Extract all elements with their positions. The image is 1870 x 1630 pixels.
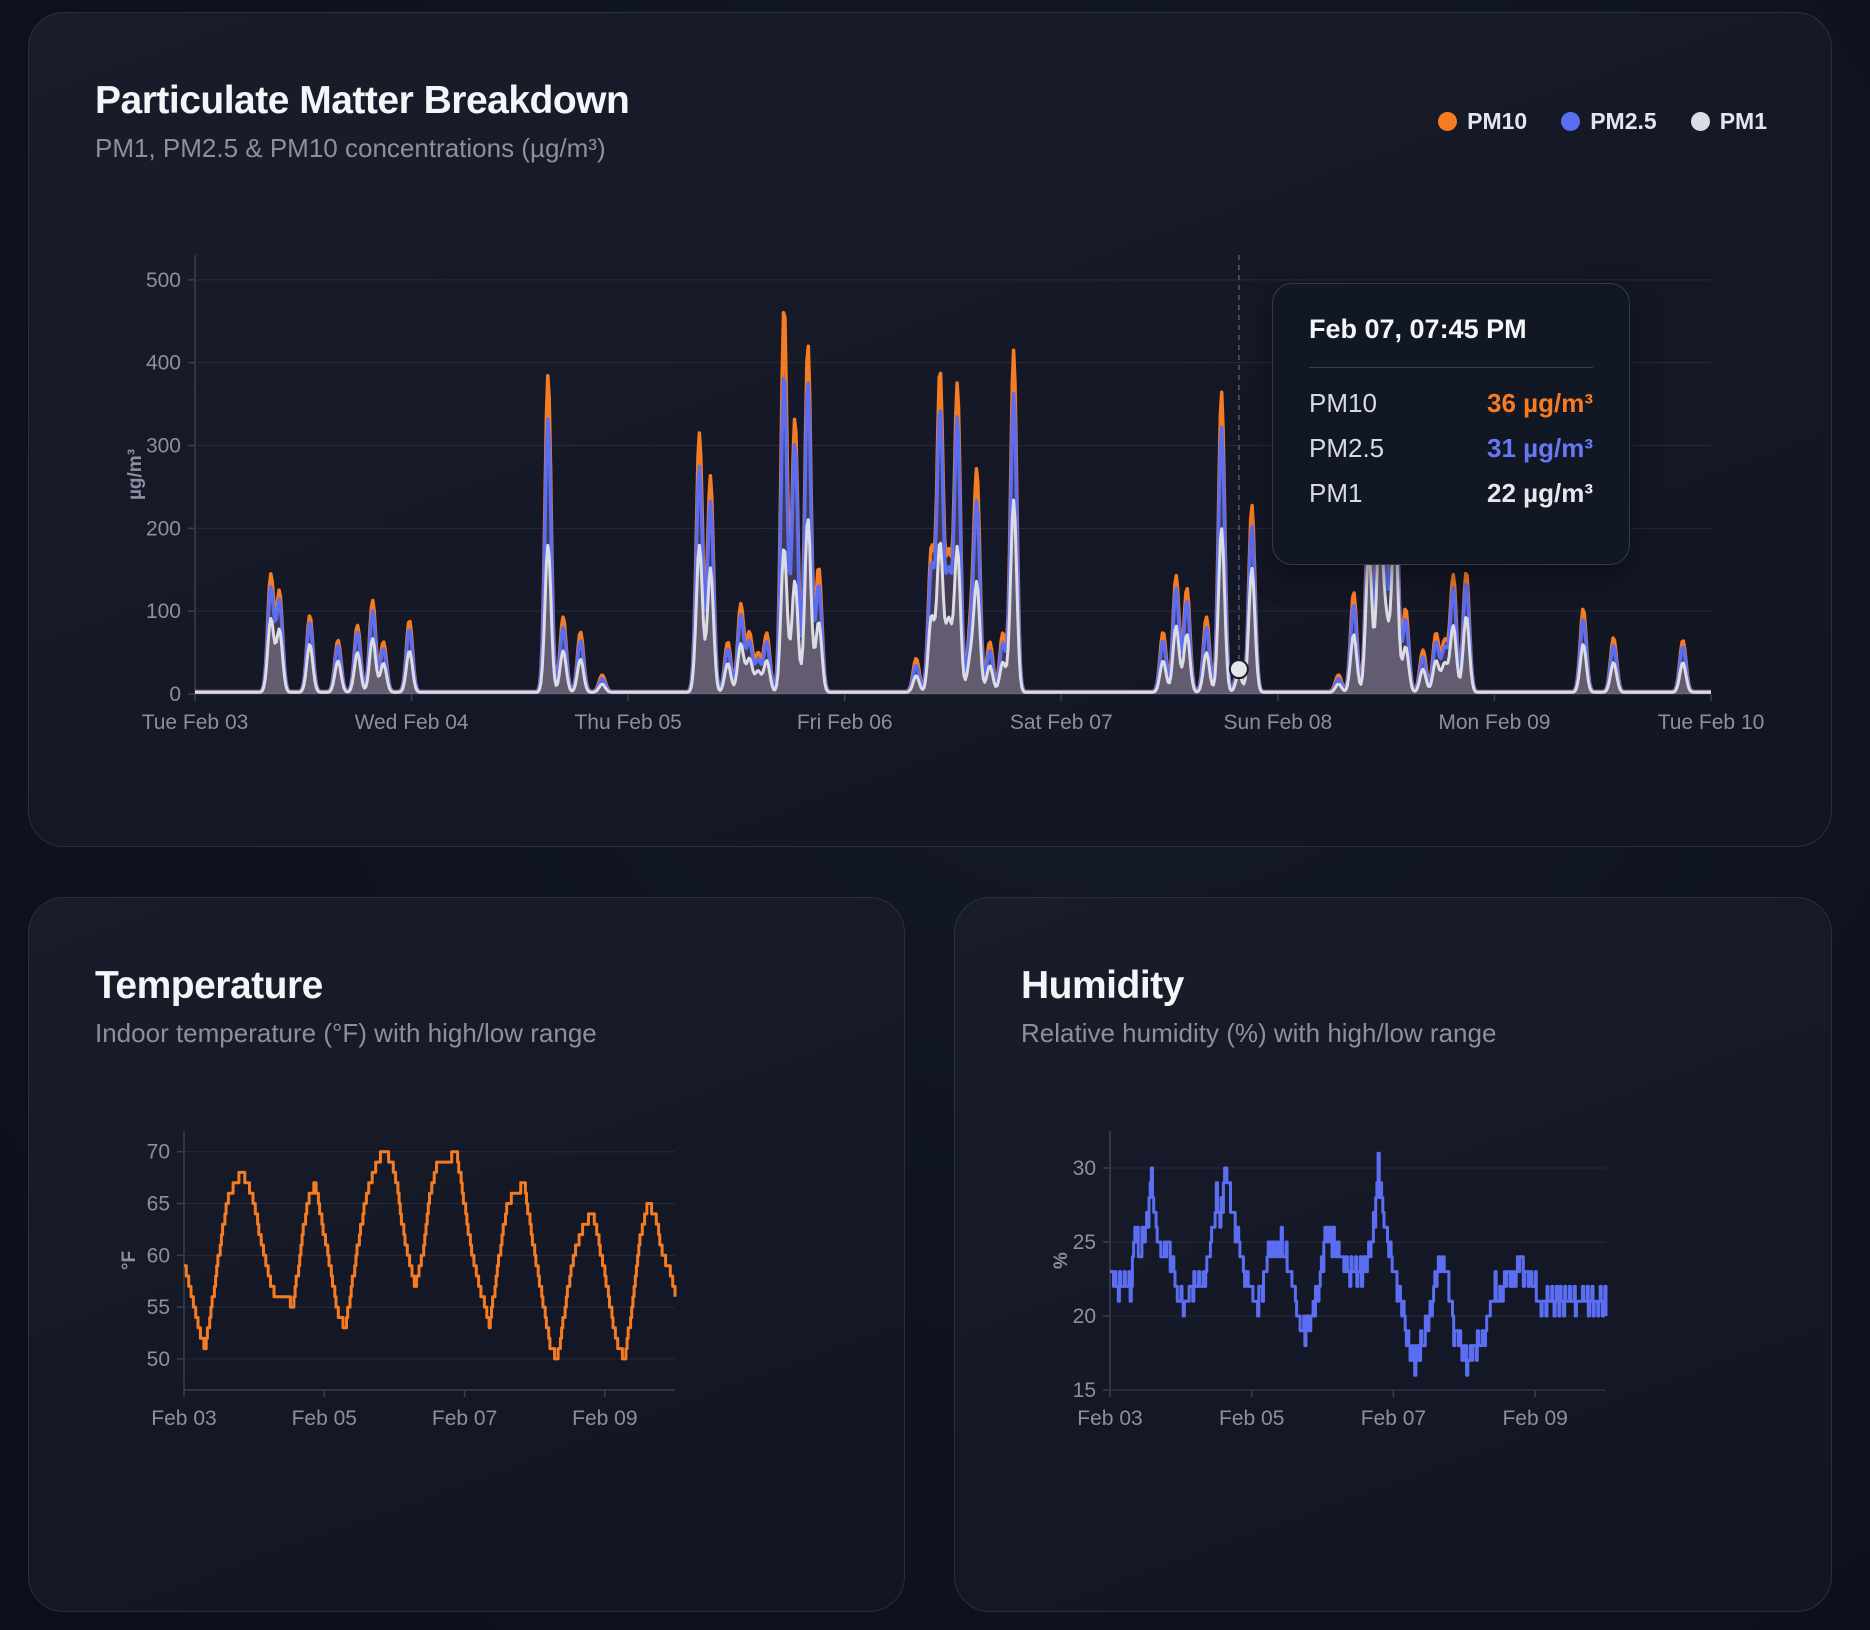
temp-card-title: Temperature: [95, 964, 323, 1007]
pm-tooltip: Feb 07, 07:45 PM PM10 36 µg/m³ PM2.5 31 …: [1272, 283, 1630, 565]
pm-card-title: Particulate Matter Breakdown: [95, 79, 630, 122]
x-tick-label: Tue Feb 03: [142, 711, 249, 734]
tooltip-row-pm1: PM1 22 µg/m³: [1309, 478, 1593, 509]
y-tick-label: 200: [146, 517, 181, 540]
y-tick-label: 30: [1073, 1157, 1096, 1180]
x-tick-label: Sun Feb 08: [1224, 711, 1333, 734]
x-tick-label: Feb 09: [1502, 1407, 1567, 1430]
y-axis-title: µg/m³: [125, 449, 146, 500]
y-tick-label: 65: [147, 1193, 170, 1216]
series-line-humidity: [1109, 1151, 1608, 1377]
legend-label-pm25: PM2.5: [1590, 108, 1657, 134]
y-tick-label: 500: [146, 269, 181, 292]
x-tick-label: Sat Feb 07: [1010, 711, 1113, 734]
series-line-pm1: [194, 498, 1712, 694]
pm1-legend-dot: [1690, 112, 1710, 131]
legend-item-pm10[interactable]: PM10: [1438, 108, 1527, 135]
y-tick-label: 15: [1073, 1379, 1096, 1402]
temp-card-subtitle: Indoor temperature (°F) with high/low ra…: [95, 1018, 597, 1048]
tooltip-value-pm1: 22 µg/m³: [1486, 478, 1593, 508]
series-line-temperature: [183, 1150, 677, 1361]
y-axis-title: %: [1051, 1252, 1072, 1269]
x-tick-label: Feb 07: [432, 1407, 497, 1430]
hum-chart[interactable]: 15 20 25 30 Feb 03 Feb 05 Feb 07 Feb 09%: [955, 898, 1833, 1613]
tooltip-label-pm25: PM2.5: [1309, 433, 1385, 463]
temp-chart[interactable]: 50 55 60 65 70 Feb 03 Feb 05 Feb 07 Feb 09 °F: [29, 898, 906, 1613]
pm-legend: PM10 PM2.5 PM1: [1438, 108, 1767, 135]
hum-card: Humidity Relative humidity (%) with high…: [954, 897, 1832, 1612]
pm-chart[interactable]: 0 100 200 300 400 500 Tue Feb 03 Wed Feb 04 Thu …: [29, 13, 1833, 848]
x-tick-label: Fri Feb 06: [797, 711, 893, 734]
tooltip-value-pm25: 31 µg/m³: [1486, 433, 1593, 463]
tooltip-row-pm10: PM10 36 µg/m³: [1309, 388, 1593, 419]
y-tick-label: 300: [146, 435, 181, 458]
hover-marker: [1228, 659, 1249, 680]
legend-label-pm1: PM1: [1719, 108, 1767, 134]
tooltip-label-pm1: PM1: [1309, 478, 1363, 508]
x-tick-label: Wed Feb 04: [355, 711, 469, 734]
x-tick-label: Feb 03: [151, 1407, 216, 1430]
temp-card: Temperature Indoor temperature (°F) with…: [28, 897, 905, 1612]
pm10-legend-dot: [1438, 112, 1458, 131]
y-tick-label: 25: [1073, 1231, 1096, 1254]
tooltip-title: Feb 07, 07:45 PM: [1309, 314, 1593, 368]
y-tick-label: 55: [147, 1296, 170, 1319]
x-tick-label: Feb 05: [1219, 1407, 1284, 1430]
tooltip-row-pm25: PM2.5 31 µg/m³: [1309, 433, 1593, 464]
x-tick-label: Mon Feb 09: [1438, 711, 1550, 734]
legend-label-pm10: PM10: [1467, 108, 1528, 134]
x-tick-label: Thu Feb 05: [574, 711, 681, 734]
y-tick-label: 400: [146, 352, 181, 375]
x-tick-label: Feb 03: [1077, 1407, 1142, 1430]
y-tick-label: 70: [147, 1141, 170, 1164]
y-tick-label: 0: [169, 683, 181, 706]
legend-item-pm25[interactable]: PM2.5: [1561, 108, 1657, 135]
legend-item-pm1[interactable]: PM1: [1690, 108, 1767, 135]
hum-card-title: Humidity: [1021, 964, 1184, 1007]
y-tick-label: 100: [146, 600, 181, 623]
pm-card: Particulate Matter Breakdown PM1, PM2.5 …: [28, 12, 1832, 847]
x-tick-label: Feb 09: [572, 1407, 637, 1430]
x-tick-label: Feb 05: [292, 1407, 357, 1430]
y-tick-label: 20: [1073, 1305, 1096, 1328]
tooltip-value-pm10: 36 µg/m³: [1486, 388, 1593, 418]
x-tick-label: Tue Feb 10: [1658, 711, 1765, 734]
y-tick-label: 60: [147, 1244, 170, 1267]
pm25-legend-dot: [1561, 112, 1581, 131]
area-pm25: [195, 378, 1711, 694]
area-pm1: [195, 500, 1711, 694]
y-tick-label: 50: [147, 1348, 170, 1371]
tooltip-label-pm10: PM10: [1309, 388, 1377, 418]
pm-card-subtitle: PM1, PM2.5 & PM10 concentrations (µg/m³): [95, 133, 606, 163]
y-axis-title: °F: [119, 1251, 140, 1270]
x-tick-label: Feb 07: [1361, 1407, 1426, 1430]
hum-card-subtitle: Relative humidity (%) with high/low rang…: [1021, 1018, 1497, 1048]
